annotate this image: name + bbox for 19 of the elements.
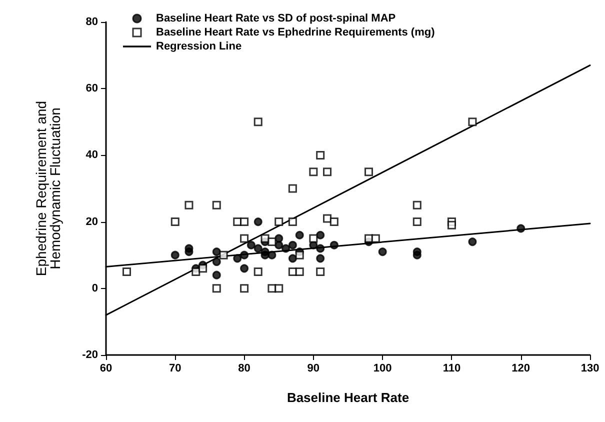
x-tick-label: 80 bbox=[238, 362, 250, 374]
x-tick-label: 70 bbox=[169, 362, 182, 374]
x-tick-label: 130 bbox=[580, 362, 600, 374]
y-tick-label: 20 bbox=[86, 216, 98, 228]
x-tick-label: 100 bbox=[373, 362, 392, 374]
legend-label: Regression Line bbox=[156, 40, 242, 52]
legend-label: Baseline Heart Rate vs Ephedrine Requirements (mg) bbox=[156, 26, 436, 38]
x-tick-label: 110 bbox=[442, 362, 461, 374]
y-tick-label: 80 bbox=[86, 16, 98, 28]
x-tick-label: 90 bbox=[307, 362, 320, 374]
y-tick-label: 40 bbox=[86, 149, 98, 162]
x-tick-label: 60 bbox=[100, 362, 112, 374]
y-tick-label: 0 bbox=[92, 282, 98, 294]
y-axis-title: Ephedrine Requirement and Hemodynamic Fluctuation bbox=[33, 100, 63, 276]
x-axis-title: Baseline Heart Rate bbox=[286, 390, 410, 405]
y-tick-label: -20 bbox=[82, 349, 98, 361]
legend-label: Baseline Heart Rate vs SD of post-spinal MAP bbox=[156, 12, 396, 24]
y-tick-label: 60 bbox=[86, 82, 98, 95]
x-tick-label: 120 bbox=[512, 362, 530, 374]
